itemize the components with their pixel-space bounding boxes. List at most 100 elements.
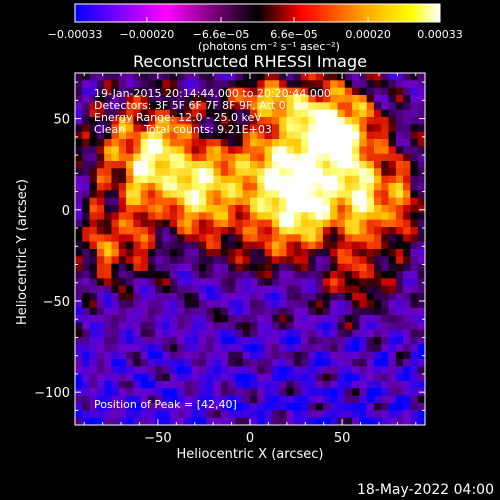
- heatmap-cell: [162, 153, 171, 162]
- heatmap-cell: [133, 403, 142, 411]
- heatmap-cell: [359, 271, 368, 279]
- heatmap-cell: [191, 183, 200, 191]
- heatmap-cell: [308, 249, 317, 257]
- heatmap-cell: [126, 271, 134, 279]
- heatmap-cell: [373, 80, 382, 89]
- heatmap-cell: [104, 403, 113, 411]
- heatmap-cell: [140, 337, 149, 345]
- heatmap-cell: [344, 366, 353, 375]
- heatmap-cell: [366, 227, 375, 235]
- heatmap-cell: [315, 381, 324, 389]
- heatmap-cell: [177, 168, 185, 177]
- heatmap-cell: [198, 351, 207, 360]
- heatmap-cell: [213, 366, 222, 375]
- heatmap-cell: [293, 95, 302, 103]
- heatmap-cell: [220, 395, 229, 404]
- colorbar-tick-label: −6.6e−05: [193, 28, 250, 41]
- heatmap-cell: [89, 197, 98, 206]
- heatmap-cell: [133, 168, 142, 177]
- heatmap-cell: [235, 337, 244, 345]
- heatmap-cell: [381, 410, 390, 419]
- heatmap-cell: [410, 278, 419, 287]
- x-tick-label: −50: [144, 431, 171, 446]
- heatmap-cell: [147, 131, 156, 140]
- heatmap-cell: [410, 403, 419, 411]
- heatmap-cell: [169, 285, 178, 294]
- heatmap-cell: [308, 256, 317, 265]
- heatmap-cell: [126, 197, 134, 206]
- heatmap-cell: [322, 183, 331, 191]
- heatmap-cell: [271, 395, 280, 404]
- heatmap-cell: [126, 322, 134, 331]
- heatmap-cell: [366, 153, 375, 162]
- heatmap-cell: [410, 80, 419, 89]
- heatmap-cell: [169, 102, 178, 111]
- heatmap-cell: [118, 249, 127, 257]
- heatmap-cell: [184, 300, 193, 309]
- heatmap-cell: [279, 359, 288, 367]
- heatmap-cell: [410, 344, 419, 353]
- heatmap-cell: [242, 373, 251, 382]
- heatmap-cell: [366, 161, 375, 169]
- heatmap-cell: [155, 131, 164, 140]
- heatmap-cell: [111, 131, 120, 140]
- heatmap-cell: [308, 278, 317, 287]
- heatmap-cell: [126, 102, 134, 111]
- heatmap-cell: [155, 234, 164, 243]
- heatmap-cell: [257, 80, 266, 89]
- heatmap-cell: [279, 388, 288, 397]
- heatmap-cell: [279, 109, 288, 118]
- heatmap-cell: [213, 410, 222, 419]
- heatmap-cell: [206, 80, 215, 89]
- heatmap-cell: [366, 249, 375, 257]
- heatmap-cell: [257, 175, 266, 184]
- heatmap-cell: [417, 139, 425, 147]
- heatmap-cell: [126, 373, 134, 382]
- heatmap-cell: [177, 410, 185, 419]
- heatmap-cell: [381, 197, 390, 206]
- colorbar-tick-label: −0.00020: [120, 28, 175, 41]
- heatmap-cell: [315, 190, 324, 199]
- heatmap-cell: [75, 153, 83, 162]
- heatmap-cell: [410, 285, 419, 294]
- heatmap-cell: [330, 388, 339, 397]
- heatmap-cell: [191, 395, 200, 404]
- heatmap-cell: [162, 410, 171, 419]
- heatmap-cell: [315, 197, 324, 206]
- heatmap-cell: [126, 307, 134, 316]
- heatmap-cell: [235, 227, 244, 235]
- heatmap-cell: [235, 417, 244, 425]
- heatmap-cell: [264, 315, 273, 323]
- heatmap-cell: [228, 344, 237, 353]
- heatmap-cell: [140, 381, 149, 389]
- heatmap-cell: [242, 212, 251, 221]
- heatmap-cell: [308, 146, 317, 155]
- heatmap-cell: [315, 219, 324, 228]
- heatmap-cell: [133, 183, 142, 191]
- heatmap-cell: [89, 351, 98, 360]
- heatmap-cell: [96, 87, 105, 96]
- heatmap-cell: [198, 322, 207, 331]
- heatmap-cell: [417, 410, 425, 419]
- heatmap-cell: [293, 197, 302, 206]
- heatmap-cell: [242, 263, 251, 272]
- heatmap-cell: [279, 395, 288, 404]
- heatmap-cell: [257, 124, 266, 133]
- heatmap-cell: [126, 351, 134, 360]
- heatmap-cell: [279, 337, 288, 345]
- heatmap-cell: [242, 388, 251, 397]
- heatmap-cell: [133, 219, 142, 228]
- heatmap-cell: [417, 403, 425, 411]
- heatmap-cell: [147, 73, 156, 81]
- heatmap-cell: [271, 212, 280, 221]
- heatmap-cell: [133, 117, 142, 125]
- heatmap-cell: [228, 263, 237, 272]
- heatmap-cell: [118, 307, 127, 316]
- heatmap-cell: [352, 190, 360, 199]
- heatmap-cell: [286, 234, 295, 243]
- heatmap-cell: [198, 205, 207, 213]
- heatmap-cell: [403, 80, 412, 89]
- heatmap-cell: [271, 381, 280, 389]
- heatmap-cell: [250, 197, 258, 206]
- heatmap-cell: [403, 249, 412, 257]
